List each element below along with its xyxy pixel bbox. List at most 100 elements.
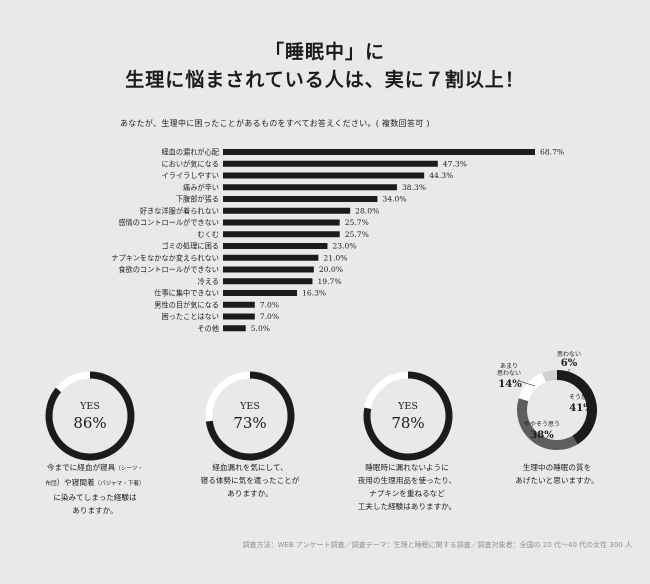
caption-3-line-4: 工夫した経験はありますか。: [357, 502, 457, 511]
ring-slice-value: 6%: [561, 358, 578, 369]
donut-yes-label: YES: [397, 401, 418, 412]
caption-1-line-3: に染みてしまった経験は: [53, 493, 137, 502]
bar: [223, 196, 378, 202]
bar-value-label: 38.3%: [402, 183, 426, 192]
bar-value-label: 68.7%: [540, 148, 564, 157]
bar: [223, 313, 255, 320]
bar: [223, 184, 397, 191]
caption-1-line-2-note-a: 布団: [45, 481, 57, 487]
bar-chart: 経血の漏れが心配 68.7% においが気になる 47.3% イライラしやすい 44.3% 痛…: [111, 148, 564, 333]
bar: [223, 254, 319, 261]
title-line-2: 生理に悩まされている人は、実に７割以上！: [125, 69, 525, 91]
donut-yes-label: YES: [239, 401, 260, 412]
ring-slice-label: ややそう思う: [524, 420, 560, 428]
bar: [223, 160, 438, 167]
donut-chart-2: YES 73%: [200, 366, 300, 466]
ring-slice-value: 41%: [569, 403, 593, 414]
bar-value-label: 21.0%: [323, 253, 347, 262]
ring-chart: そう思う 41% ややそう思う 38% あまり 思わない 14% 思わない 6%: [497, 344, 617, 464]
ring-slice: [517, 398, 578, 450]
caption-3-line-1: 睡眠時に漏れないように: [365, 463, 449, 472]
caption-2-line-2: 寝る体勢に気を遣ったことが: [200, 476, 300, 485]
bar: [223, 325, 246, 332]
bar-value-label: 47.3%: [443, 159, 467, 168]
bar: [223, 219, 340, 226]
bar-category-label: 困ったことはない: [161, 312, 219, 321]
bar-value-label: 28.0%: [355, 206, 379, 215]
ring-leader-line: [518, 380, 536, 387]
bar-category-label: 食欲のコントロールができない: [118, 265, 219, 274]
survey-question: あなたが、生理中に困ったことがあるものをすべてお答えください。( 複数回答可 ): [120, 119, 430, 128]
bar-category-label: 男性の目が気になる: [154, 300, 219, 309]
bar-category-label: むくむ: [197, 230, 219, 239]
bar: [223, 301, 255, 308]
donut-percent-label: 86%: [73, 414, 106, 432]
bar-value-label: 25.7%: [345, 218, 369, 227]
caption-2: 経血漏れを気にして、 寝る体勢に気を遣ったことが ありますか。: [175, 461, 325, 500]
bar: [223, 172, 425, 179]
donut-percent-label: 73%: [233, 414, 266, 432]
ring-slice-label: あまり: [500, 363, 518, 370]
donut-yes-label: YES: [79, 401, 100, 412]
caption-1: 今までに経血が寝具（シーツ・ 布団）や寝間着（パジャマ・下着） に染みてしまった…: [20, 461, 170, 517]
bar-value-label: 5.0%: [251, 324, 270, 333]
caption-3: 睡眠時に漏れないように 夜用の生理用品を使ったり、 ナプキンを重ねるなど 工夫し…: [332, 461, 482, 513]
bar-value-label: 7.0%: [260, 300, 279, 309]
ring-slice: [542, 370, 558, 383]
caption-1-line-1: 今までに経血が寝具: [46, 463, 116, 472]
bar-category-label: ナプキンをなかなか変えられない: [111, 253, 219, 262]
caption-1-line-2-note-b: （パジャマ・下着）: [94, 481, 145, 487]
donut-value-arc: [363, 371, 453, 461]
donut-percent-label: 78%: [391, 414, 424, 432]
bar: [223, 207, 351, 214]
bar-value-label: 44.3%: [429, 171, 453, 180]
bar: [223, 266, 314, 273]
bar-category-label: 痛みが辛い: [183, 183, 219, 192]
ring-slice-label: 思わない: [557, 351, 581, 358]
bar: [223, 243, 328, 249]
bar-category-label: ゴミの処理に困る: [161, 242, 219, 251]
caption-1-line-4: ありますか。: [72, 506, 118, 515]
donut-value-arc: [45, 371, 135, 461]
ring-slice-label: そう思う: [569, 394, 593, 401]
bar-value-label: 20.0%: [319, 265, 343, 274]
bar-value-label: 23.0%: [332, 242, 356, 251]
bar-value-label: 7.0%: [260, 312, 279, 321]
ring-slice-value: 38%: [530, 430, 554, 441]
bar-category-label: イライラしやすい: [162, 171, 219, 180]
ring-slice: [518, 372, 547, 402]
bar: [223, 149, 535, 155]
caption-4: 生理中の睡眠の質を あげたいと思いますか。: [482, 461, 632, 487]
bar-category-label: 感情のコントロールができない: [118, 218, 219, 227]
title-line-1: 「睡眠中」に: [264, 41, 385, 63]
bar-category-label: 下腹部が張る: [176, 195, 219, 204]
survey-footer: 調査方法：WEB アンケート調査／調査テーマ：生理と睡眠に関する調査／調査対象者…: [242, 541, 632, 549]
bar-value-label: 19.7%: [317, 277, 341, 286]
ring-slice-value: 14%: [498, 379, 522, 390]
bar: [223, 290, 298, 296]
bar-category-label: 好きな洋服が着られない: [140, 206, 219, 215]
caption-1-line-2: ）や寝間着: [56, 478, 95, 487]
bar-category-label: においが気になる: [161, 159, 219, 168]
caption-3-line-2: 夜用の生理用品を使ったり、: [357, 476, 457, 485]
donut-value-arc: [205, 371, 295, 461]
bar: [223, 278, 313, 285]
caption-3-line-3: ナプキンを重ねるなど: [369, 489, 445, 498]
donut-chart-3: YES 78%: [358, 366, 458, 466]
bar-value-label: 34.0%: [382, 195, 406, 204]
bar-category-label: 冷える: [198, 277, 219, 286]
caption-1-line-1-note: （シーツ・: [115, 466, 144, 472]
donut-chart-1: YES 86%: [40, 366, 140, 466]
ring-slice: [556, 370, 597, 445]
caption-4-line-1: 生理中の睡眠の質を: [522, 463, 592, 472]
bar-value-label: 16.3%: [302, 289, 326, 298]
bar-category-label: 仕事に集中できない: [154, 289, 219, 298]
bar-category-label: その他: [197, 324, 219, 333]
bar: [223, 231, 340, 238]
caption-4-line-2: あげたいと思いますか。: [515, 476, 599, 485]
caption-2-line-1: 経血漏れを気にして、: [212, 463, 288, 472]
bar-value-label: 25.7%: [345, 230, 369, 239]
bar-category-label: 経血の漏れが心配: [161, 148, 219, 157]
caption-2-line-3: ありますか。: [227, 489, 273, 498]
ring-slice-label: 思わない: [497, 370, 521, 377]
